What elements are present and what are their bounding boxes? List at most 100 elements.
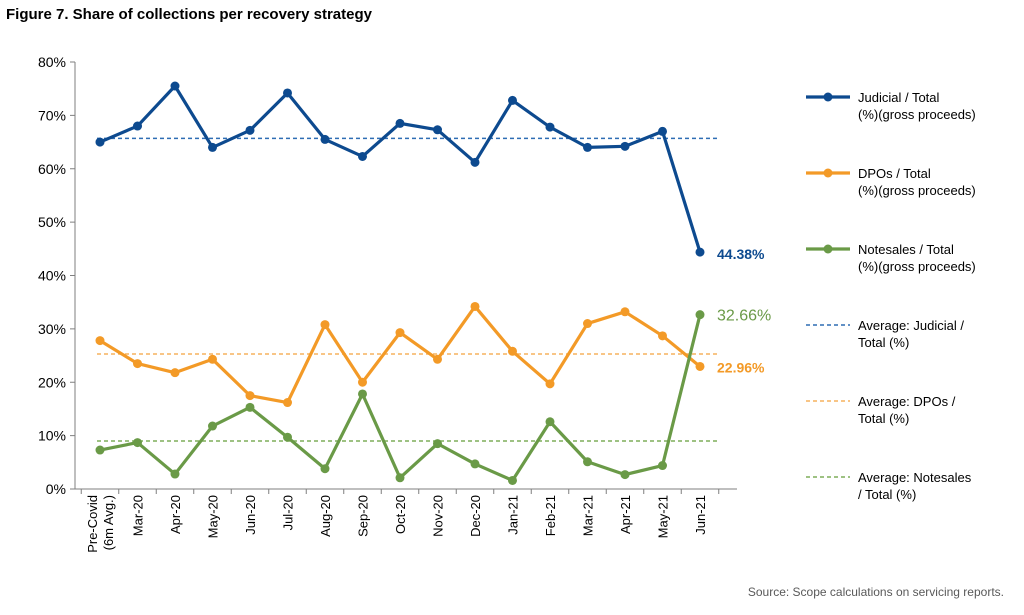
y-tick-label: 80%	[38, 54, 66, 70]
data-point	[208, 354, 217, 364]
x-tick-label: Pre-Covid(6m Avg.)	[85, 495, 116, 553]
x-tick-label: Feb-21	[543, 495, 558, 536]
legend-label: (%)(gross proceeds)	[858, 259, 976, 274]
series-line	[99, 314, 702, 483]
x-tick-label-line: Oct-20	[393, 495, 408, 534]
y-tick-label: 60%	[38, 161, 66, 177]
data-point	[433, 125, 442, 135]
y-tick-label: 20%	[38, 374, 66, 390]
data-point	[95, 445, 105, 455]
x-tick-label: Nov-20	[431, 495, 446, 537]
data-point	[658, 331, 667, 341]
data-point	[470, 459, 480, 469]
data-point	[620, 307, 630, 317]
legend-label: Total (%)	[858, 335, 909, 350]
data-point	[695, 247, 705, 257]
legend-label: Average: Notesales	[858, 470, 972, 485]
data-point	[283, 88, 292, 98]
series-line	[99, 84, 702, 253]
legend-label: Average: DPOs /	[858, 394, 956, 409]
y-tick-label: 30%	[38, 321, 66, 337]
data-point	[133, 438, 142, 448]
x-tick-label-line: Jun-20	[243, 495, 258, 535]
legend-label: Notesales / Total	[858, 242, 954, 257]
y-tick-label: 10%	[38, 428, 66, 444]
data-point	[395, 118, 405, 128]
data-point	[583, 457, 592, 467]
data-point	[508, 346, 517, 356]
x-tick-label: Aug-20	[318, 495, 333, 537]
source-note: Source: Scope calculations on servicing …	[747, 585, 1004, 599]
x-tick-label: Jun-20	[243, 495, 258, 535]
x-tick-label-line: Mar-21	[581, 495, 596, 536]
data-point	[170, 368, 180, 378]
legend-label: Average: Judicial /	[858, 318, 964, 333]
data-point	[283, 432, 292, 442]
end-value-label: 22.96%	[717, 359, 765, 375]
data-point	[245, 402, 255, 412]
data-point	[133, 359, 142, 369]
y-tick-label: 50%	[38, 214, 66, 230]
legend-marker	[823, 92, 833, 102]
x-tick-label: Sep-20	[356, 495, 371, 537]
data-point	[583, 319, 592, 329]
x-tick-label-line: Sep-20	[356, 495, 371, 537]
data-point	[470, 301, 480, 311]
data-point	[245, 391, 255, 401]
x-tick-label: Jan-21	[506, 495, 521, 535]
data-point	[170, 81, 180, 91]
data-point	[133, 121, 142, 131]
x-tick-label: May-21	[656, 495, 671, 538]
data-point	[95, 336, 105, 346]
data-point	[508, 95, 517, 105]
x-tick-label: Jun-21	[693, 495, 708, 535]
legend-label: Total (%)	[858, 411, 909, 426]
end-value-label: 44.38%	[717, 246, 765, 262]
legend-marker	[823, 168, 833, 178]
x-tick-label-line: Jan-21	[506, 495, 521, 535]
data-point	[395, 473, 405, 483]
x-tick-label-line: (6m Avg.)	[101, 495, 116, 550]
data-point	[358, 377, 367, 387]
legend-label: DPOs / Total	[858, 166, 931, 181]
y-tick-label: 70%	[38, 107, 66, 123]
x-tick-label: Dec-20	[468, 495, 483, 537]
y-tick-label: 40%	[38, 268, 66, 284]
x-tick-label-line: Aug-20	[318, 495, 333, 537]
x-tick-label-line: Feb-21	[543, 495, 558, 536]
data-point	[320, 320, 330, 330]
legend-marker	[823, 244, 833, 254]
x-tick-label-line: Apr-21	[618, 495, 633, 534]
legend-label: / Total (%)	[858, 487, 916, 502]
x-tick-label: May-20	[206, 495, 221, 538]
x-tick-label-line: May-20	[206, 495, 221, 538]
data-point	[695, 361, 705, 371]
data-point	[433, 439, 442, 449]
data-point	[545, 122, 555, 132]
x-tick-label: Jul-20	[281, 495, 296, 530]
data-point	[208, 142, 217, 152]
data-point	[658, 461, 667, 471]
x-tick-label-line: Nov-20	[431, 495, 446, 537]
data-point	[283, 398, 292, 408]
x-tick-label-line: Dec-20	[468, 495, 483, 537]
data-point	[395, 328, 405, 338]
data-point	[658, 126, 667, 136]
x-tick-label: Apr-21	[618, 495, 633, 534]
data-point	[433, 354, 442, 364]
y-tick-label: 0%	[46, 481, 66, 497]
data-point	[358, 389, 367, 399]
data-point	[545, 379, 555, 389]
data-point	[620, 141, 630, 151]
x-tick-label: Mar-21	[581, 495, 596, 536]
legend-label: Judicial / Total	[858, 90, 940, 105]
end-value-label: 32.66%	[717, 308, 771, 325]
data-point	[170, 469, 180, 479]
chart-title: Figure 7. Share of collections per recov…	[6, 6, 372, 23]
x-tick-label: Mar-20	[131, 495, 146, 536]
data-point	[320, 464, 330, 474]
legend-label: (%)(gross proceeds)	[858, 107, 976, 122]
data-point	[583, 142, 592, 152]
x-tick-label-line: Jul-20	[281, 495, 296, 530]
x-tick-label-line: Pre-Covid	[85, 495, 100, 553]
